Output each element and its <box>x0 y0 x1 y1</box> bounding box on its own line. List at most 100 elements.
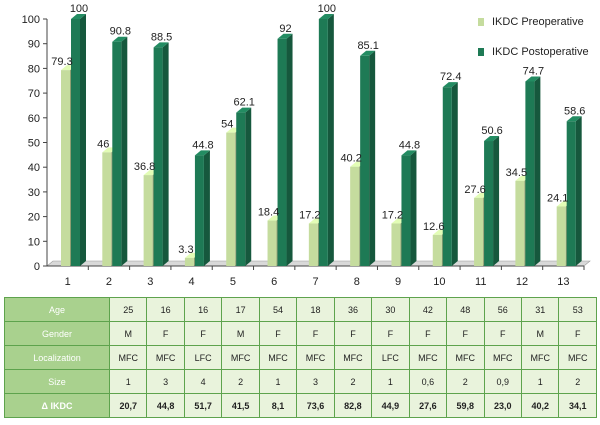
data-label-postoperative: 44.8 <box>399 139 420 151</box>
table-cell: 4 <box>183 369 223 394</box>
data-label-preoperative: 54 <box>221 119 233 131</box>
legend-item-postoperative: IKDC Postoperative <box>478 44 589 60</box>
table-cell: F <box>371 321 410 346</box>
table-cell: 1 <box>108 369 148 394</box>
data-label-preoperative: 24.1 <box>547 192 568 204</box>
x-tick-label: 10 <box>433 276 445 288</box>
table-cell: MFC <box>146 345 185 370</box>
table-row-header: Gender <box>4 321 110 346</box>
table-cell: 23,0 <box>483 393 522 418</box>
chart-legend: IKDC Preoperative IKDC Postoperative <box>478 14 589 74</box>
data-label-postoperative: 92 <box>279 23 291 35</box>
table-cell: 36 <box>333 297 373 322</box>
table-cell: MFC <box>108 345 148 370</box>
table-cell: 44,9 <box>371 393 410 418</box>
data-label-postoperative: 90.8 <box>110 26 131 38</box>
table-cell: MFC <box>296 345 335 370</box>
table-cell: F <box>183 321 223 346</box>
bar-postoperative <box>112 41 122 266</box>
legend-swatch-preoperative <box>478 18 484 26</box>
table-cell: 17 <box>221 297 260 322</box>
data-label-preoperative: 79.3 <box>51 56 72 68</box>
data-label-preoperative: 34.5 <box>506 167 527 179</box>
table-cell: 82,8 <box>333 393 373 418</box>
data-label-postoperative: 62.1 <box>234 97 255 109</box>
table-cell: 2 <box>558 369 597 394</box>
table-cell: M <box>520 321 560 346</box>
bar-preoperative <box>556 206 566 266</box>
table-cell: 3 <box>146 369 185 394</box>
data-label-preoperative: 18.4 <box>258 207 279 219</box>
bar-postoperative-top <box>401 150 417 156</box>
data-label-postoperative: 100 <box>318 3 336 15</box>
table-cell: 54 <box>258 297 298 322</box>
y-tick-label: 80 <box>28 63 40 75</box>
table-row: Size 1 3 4 2 1 3 2 1 0,6 2 0,9 1 2 <box>4 369 597 394</box>
table-cell: 42 <box>408 297 448 322</box>
table-cell: LFC <box>371 345 410 370</box>
table-cell: 44,8 <box>146 393 185 418</box>
table-cell: 8,1 <box>258 393 298 418</box>
data-label-preoperative: 46 <box>97 138 109 150</box>
bar-preoperative <box>184 257 194 266</box>
table-cell: 1 <box>520 369 560 394</box>
bar-postoperative <box>566 121 576 267</box>
table-cell: 0,9 <box>483 369 522 394</box>
bar-postoperative-side <box>245 107 252 266</box>
x-tick-label: 3 <box>147 276 153 288</box>
table-cell: F <box>483 321 522 346</box>
bar-postoperative <box>360 55 370 266</box>
bar-preoperative <box>226 132 236 266</box>
bar-postoperative-side <box>410 150 417 266</box>
bar-postoperative-top <box>318 14 334 19</box>
bar-postoperative-side <box>493 136 500 266</box>
bar-postoperative-top <box>194 150 210 156</box>
bar-preoperative <box>143 175 153 266</box>
data-label-preoperative: 3.3 <box>178 244 193 256</box>
bar-postoperative-side <box>80 14 86 266</box>
table-cell: M <box>221 321 260 346</box>
y-tick-label: 100 <box>22 14 40 26</box>
bar-preoperative <box>432 234 442 266</box>
table-cell: 1 <box>258 369 298 394</box>
data-label-postoperative: 50.6 <box>481 125 502 137</box>
table-cell: MFC <box>520 345 560 370</box>
table-cell: 59,8 <box>446 393 485 418</box>
bar-postoperative <box>401 155 411 266</box>
bar-chart: 0 10 20 30 40 50 60 70 80 90 100 79.3 100 1 46 90.8 2 36.… <box>22 3 591 288</box>
table-cell: M <box>108 321 148 346</box>
bar-preoperative <box>267 220 277 266</box>
bar-postoperative-side <box>369 50 376 266</box>
y-tick-label: 0 <box>34 261 40 273</box>
x-tick-label: 13 <box>557 276 569 288</box>
bar-preoperative <box>102 152 112 266</box>
data-label-postoperative: 85.1 <box>357 40 378 52</box>
x-tick-label: 6 <box>271 276 277 288</box>
bar-postoperative-side <box>534 76 541 266</box>
data-label-preoperative: 12.6 <box>423 221 444 233</box>
bar-postoperative-top <box>484 136 500 142</box>
bar-postoperative-top <box>71 14 86 19</box>
bar-postoperative-side <box>327 14 334 266</box>
table-cell: 1 <box>371 369 410 394</box>
data-label-preoperative: 17.2 <box>299 210 320 222</box>
table-cell: 56 <box>483 297 522 322</box>
bar-postoperative <box>318 19 328 266</box>
table-cell: F <box>558 321 597 346</box>
data-label-preoperative: 27.6 <box>464 184 485 196</box>
table-cell: F <box>258 321 298 346</box>
table-cell: 40,2 <box>520 393 560 418</box>
bar-postoperative-side <box>203 150 210 266</box>
data-label-postoperative: 58.6 <box>564 105 585 117</box>
bar-postoperative-top <box>566 116 582 122</box>
table-row-header: Size <box>4 369 110 394</box>
table-cell: 34,1 <box>558 393 597 418</box>
y-tick-label: 40 <box>28 162 40 174</box>
bar-postoperative <box>277 38 287 267</box>
bar-preoperative <box>308 223 318 266</box>
data-table-body: Age 25 16 16 17 54 18 36 30 42 48 56 31 53 Gender M F F M F… <box>4 297 597 418</box>
y-tick-label: 60 <box>28 113 40 125</box>
bar-preoperative <box>515 180 525 266</box>
table-cell: MFC <box>333 345 373 370</box>
data-label-preoperative: 17.2 <box>382 210 403 222</box>
